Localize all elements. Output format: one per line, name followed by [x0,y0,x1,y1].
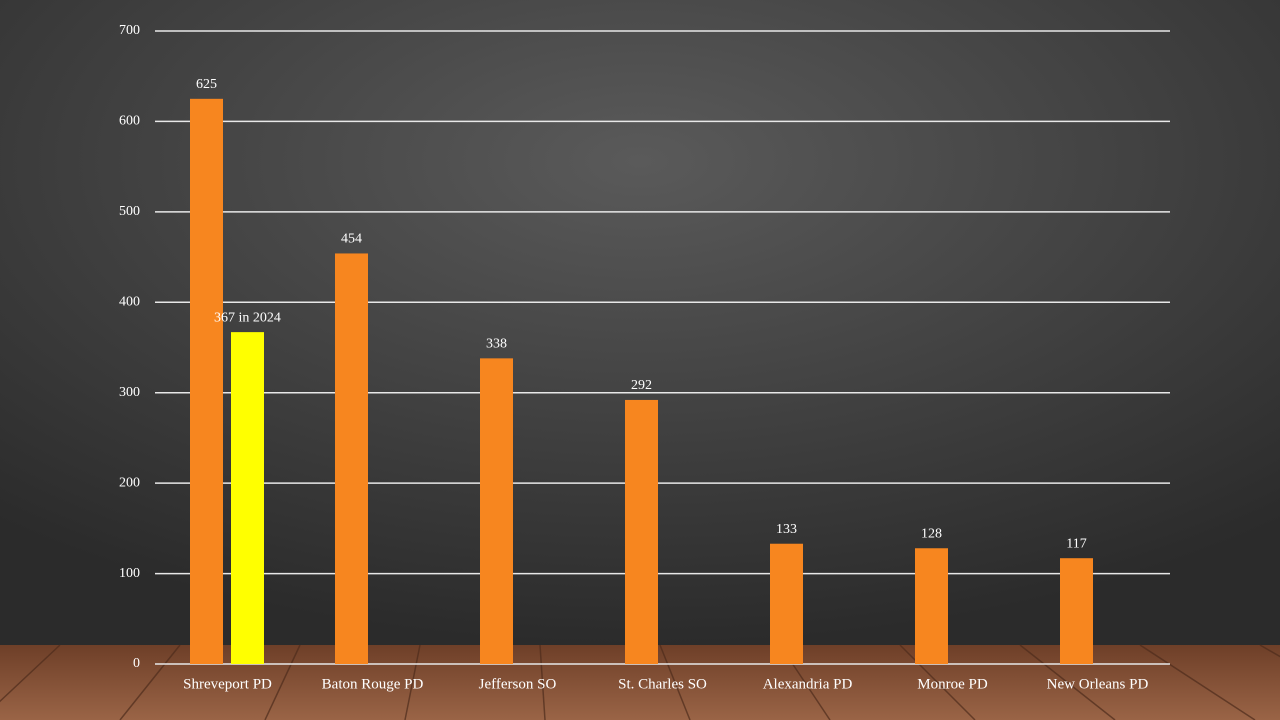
value-label: 367 in 2024 [214,310,281,325]
y-tick-label: 700 [119,23,140,38]
y-tick-label: 200 [119,475,140,490]
y-tick-label: 500 [119,204,140,219]
x-tick-label: Jefferson SO [479,676,557,692]
value-label: 292 [631,378,652,393]
value-label: 625 [196,77,217,92]
y-tick-label: 100 [119,566,140,581]
x-tick-label: Monroe PD [917,676,988,692]
x-tick-label: Shreveport PD [183,676,272,692]
bar [770,543,803,664]
y-tick-label: 0 [133,656,140,671]
x-tick-label: Alexandria PD [763,676,853,692]
value-label: 133 [776,522,797,537]
bar [335,253,368,664]
bar [625,399,658,664]
bar [480,358,513,664]
y-tick-label: 600 [119,114,140,129]
x-tick-label: New Orleans PD [1047,676,1149,692]
value-label: 454 [341,232,362,247]
plot-area: 0 100 200 300 400 500 600 700 Shreveport PD 625 36… [119,23,1170,692]
value-label: 117 [1066,536,1086,551]
value-label: 128 [921,526,942,541]
bar [1060,558,1093,664]
bar [915,548,948,664]
y-tick-label: 400 [119,295,140,310]
y-tick-label: 300 [119,385,140,400]
x-tick-label: Baton Rouge PD [322,676,424,692]
value-label: 338 [486,337,507,352]
bar [231,332,264,664]
x-tick-label: St. Charles SO [618,676,707,692]
bar [190,98,223,665]
